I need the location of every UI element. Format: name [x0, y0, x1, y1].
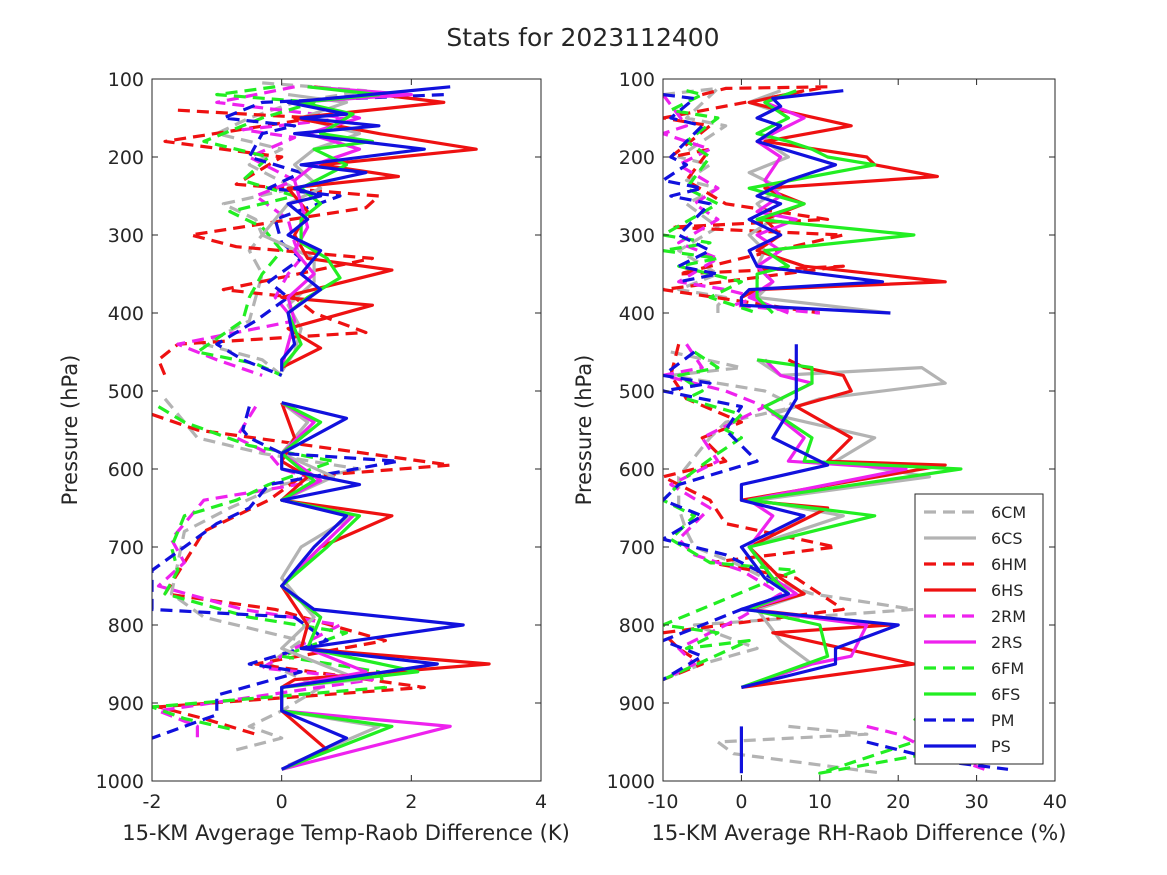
legend-label: 6HM — [991, 555, 1027, 574]
series-line-6cm — [163, 397, 362, 752]
x-tick-label: -10 — [647, 791, 678, 813]
axes-box — [151, 78, 542, 782]
y-tick-label: 400 — [108, 303, 144, 325]
x-tick-label: 30 — [965, 791, 989, 813]
legend: 6CM 6CS 6HM 6HS 2RM 2RS 6FM 6FS PM PS — [914, 493, 1044, 765]
series-line-6fm — [663, 350, 798, 682]
y-tick-label: 900 — [108, 693, 144, 715]
y-tick-label: 700 — [619, 537, 655, 559]
series-line-pm — [152, 406, 400, 740]
x-tick-label: 4 — [535, 791, 547, 813]
y-tick-label: 100 — [108, 69, 144, 91]
legend-label: 2RS — [991, 633, 1022, 652]
legend-label: PM — [991, 711, 1014, 730]
y-tick-label: 900 — [619, 693, 655, 715]
series-line-ps — [280, 401, 465, 771]
series-line-6fm — [663, 89, 758, 315]
y-tick-label: 600 — [108, 459, 144, 481]
figure-title: Stats for 2023112400 — [446, 23, 719, 52]
series-line-pm — [215, 93, 444, 377]
x-tick-label: 0 — [735, 791, 747, 813]
series-line-6fm — [195, 85, 316, 377]
series-line-6cs — [740, 358, 947, 689]
y-tick-label: 600 — [619, 459, 655, 481]
legend-box — [914, 493, 1044, 765]
y-tick-label: 400 — [619, 303, 655, 325]
y-tick-label: 1000 — [96, 771, 144, 793]
legend-label: 2RM — [991, 607, 1026, 626]
temp-panel: -2 0 2 4 100 200 300 400 500 600 700 800 900 1000 15-… — [58, 69, 570, 845]
legend-label: 6FS — [991, 685, 1020, 704]
x-tick-label: 0 — [276, 791, 288, 813]
series-line-6cm — [663, 350, 916, 682]
series-line-2rm — [176, 85, 349, 377]
series-line-ps — [280, 85, 451, 372]
series-line-pm — [663, 93, 720, 284]
series-line-ps — [739, 89, 891, 315]
ticks-layer: -2 0 2 4 100 200 300 400 500 600 700 800 900 1000 — [96, 69, 547, 813]
axes-box — [662, 78, 1056, 782]
y-axis-label: Pressure (hPa) — [58, 355, 82, 506]
series-line-6hm — [663, 85, 845, 315]
x-tick-label: 10 — [808, 791, 832, 813]
series-line-2rs — [747, 93, 806, 315]
series-line-6cm — [663, 86, 728, 313]
x-tick-label: 40 — [1043, 791, 1067, 813]
y-tick-label: 800 — [108, 615, 144, 637]
series-line-6fm — [818, 717, 993, 775]
y-tick-label: 300 — [619, 225, 655, 247]
series-line-6hs — [740, 89, 947, 299]
x-axis-label: 15-KM Avgerage Temp-Raob Difference (K) — [122, 821, 570, 845]
series-line-2rm — [156, 405, 374, 742]
y-tick-label: 500 — [619, 381, 655, 403]
legend-label: 6HS — [991, 581, 1023, 600]
y-tick-label: 1000 — [607, 771, 655, 793]
series-layer — [663, 85, 1009, 775]
y-axis-label: Pressure (hPa) — [572, 355, 596, 506]
x-tick-label: 2 — [405, 791, 417, 813]
x-tick-label: 20 — [886, 791, 910, 813]
series-line-6fm — [152, 405, 387, 732]
legend-label: 6FM — [991, 659, 1024, 678]
ticks-layer: -10 0 10 20 30 40 100 200 300 400 500 600 700 800 900 1… — [607, 69, 1067, 813]
legend-label: 6CS — [991, 529, 1023, 548]
legend-label: 6CM — [991, 503, 1026, 522]
series-line-2rm — [663, 93, 820, 315]
y-tick-label: 200 — [619, 147, 655, 169]
y-tick-label: 500 — [108, 381, 144, 403]
x-axis-label: 15-KM Average RH-Raob Difference (%) — [652, 821, 1067, 845]
series-layer — [152, 81, 491, 771]
series-line-6fs — [740, 358, 963, 689]
x-tick-label: -2 — [143, 791, 162, 813]
rh-panel: -10 0 10 20 30 40 100 200 300 400 500 600 700 800 900 1… — [572, 69, 1067, 845]
legend-label: PS — [991, 737, 1011, 756]
y-tick-label: 100 — [619, 69, 655, 91]
y-tick-label: 800 — [619, 615, 655, 637]
y-tick-label: 700 — [108, 537, 144, 559]
y-tick-label: 200 — [108, 147, 144, 169]
y-tick-label: 300 — [108, 225, 144, 247]
series-line-ps — [739, 344, 900, 689]
